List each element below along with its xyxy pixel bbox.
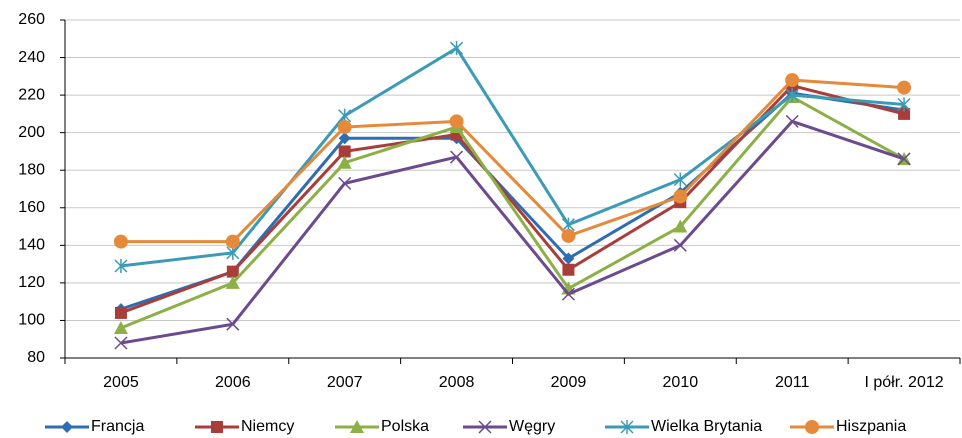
point-marker: [562, 263, 575, 276]
point-marker: [449, 114, 464, 129]
legend-label: Niemcy: [241, 418, 294, 435]
legend-marker: [211, 421, 223, 433]
x-tick-label: 2009: [551, 374, 587, 391]
legend-label: Francja: [91, 418, 144, 435]
legend-label: Hiszpania: [836, 418, 906, 435]
point-marker: [450, 150, 464, 164]
point-marker: [673, 189, 688, 204]
point-marker: [785, 114, 799, 128]
point-marker: [673, 219, 688, 233]
point-marker: [562, 252, 575, 265]
y-tick-label: 80: [27, 349, 45, 366]
point-marker: [898, 107, 911, 120]
point-marker: [785, 88, 799, 103]
series-line: [120, 95, 905, 330]
x-tick-label: 2010: [663, 374, 699, 391]
point-marker: [113, 320, 128, 334]
point-marker: [225, 234, 240, 249]
y-tick-label: 260: [18, 11, 45, 28]
legend-marker: [61, 421, 73, 433]
point-marker: [337, 120, 352, 135]
y-tick-label: 200: [18, 124, 45, 141]
point-marker: [226, 317, 240, 331]
y-tick-label: 240: [18, 49, 45, 66]
point-marker: [897, 97, 911, 112]
series-line: [120, 78, 905, 244]
series-line: [120, 46, 905, 268]
point-marker: [338, 145, 351, 158]
point-marker: [673, 238, 687, 252]
point-marker: [561, 228, 576, 243]
point-marker: [338, 176, 352, 190]
y-tick-label: 100: [18, 312, 45, 329]
point-marker: [114, 258, 128, 273]
point-marker: [114, 336, 128, 350]
point-marker: [450, 41, 464, 56]
point-marker: [561, 287, 575, 301]
legend-label: Polska: [381, 418, 429, 435]
x-tick-label: 2007: [327, 374, 363, 391]
series-line: [120, 84, 905, 315]
point-marker: [785, 73, 800, 88]
legend-marker: [478, 420, 492, 434]
legend-marker: [620, 420, 634, 434]
point-marker: [897, 152, 911, 166]
y-tick-label: 120: [18, 274, 45, 291]
y-tick-label: 160: [18, 199, 45, 216]
y-tick-label: 220: [18, 86, 45, 103]
point-marker: [897, 80, 912, 95]
x-tick-label: 2008: [439, 374, 475, 391]
x-tick-label: 2005: [103, 374, 139, 391]
y-tick-label: 140: [18, 237, 45, 254]
legend-marker: [350, 420, 364, 433]
x-tick-label: 2006: [215, 374, 251, 391]
series-line: [120, 119, 905, 345]
point-marker: [225, 275, 240, 289]
legend-label: Wielka Brytania: [651, 418, 762, 435]
x-tick-label: I półr. 2012: [864, 374, 943, 391]
legend-marker: [805, 420, 819, 434]
point-marker: [338, 132, 351, 145]
point-marker: [113, 234, 128, 249]
legend-label: Węgry: [509, 418, 555, 435]
point-marker: [114, 306, 127, 319]
point-marker: [226, 265, 239, 278]
point-marker: [337, 155, 352, 169]
point-marker: [673, 172, 687, 187]
x-tick-label: 2011: [775, 374, 810, 391]
y-tick-label: 180: [18, 161, 45, 178]
